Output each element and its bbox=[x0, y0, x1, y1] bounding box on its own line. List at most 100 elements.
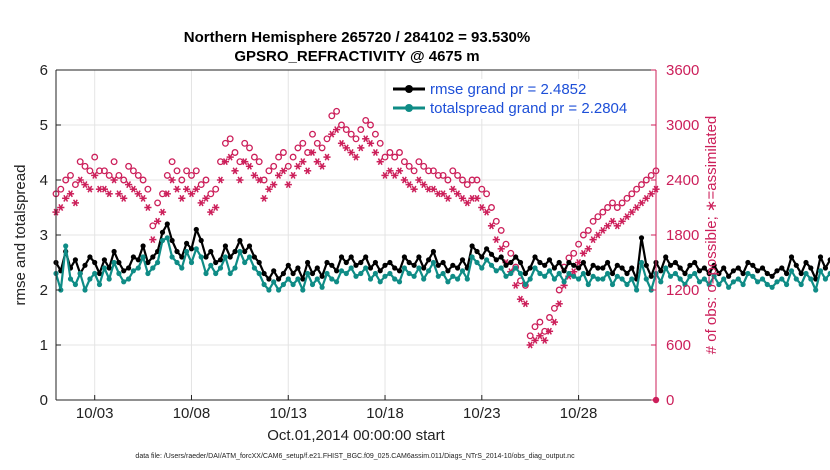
spread-point bbox=[329, 276, 335, 282]
obs-assimilated-point bbox=[623, 213, 631, 221]
rmse-point bbox=[643, 262, 649, 268]
spread-point bbox=[450, 273, 456, 279]
obs-assimilated-point bbox=[512, 281, 520, 289]
spread-point bbox=[479, 265, 485, 271]
obs-possible-point bbox=[633, 185, 641, 193]
obs-possible-point bbox=[584, 226, 592, 234]
spread-point bbox=[421, 276, 427, 282]
obs-assimilated-point bbox=[618, 217, 626, 225]
rmse-point bbox=[184, 240, 190, 246]
rmse-point bbox=[571, 262, 577, 268]
spread-point bbox=[750, 273, 756, 279]
x-axis-label: Oct.01,2014 00:00:00 start bbox=[267, 427, 445, 444]
spread-point bbox=[716, 281, 722, 288]
rmse-point bbox=[164, 221, 170, 227]
obs-assimilated-point bbox=[134, 190, 142, 198]
spread-point bbox=[217, 265, 224, 271]
obs-assimilated-point bbox=[66, 190, 75, 198]
chart-title: Northern Hemisphere 265720 / 284102 = 93… bbox=[184, 29, 530, 46]
obs-possible-point bbox=[400, 158, 408, 166]
rmse-point bbox=[121, 268, 127, 274]
obs-assimilated-point bbox=[255, 176, 263, 184]
spread-point bbox=[126, 276, 132, 282]
obs-assimilated-point bbox=[579, 249, 587, 257]
obs-possible-point bbox=[284, 162, 292, 170]
rmse-point bbox=[488, 251, 495, 257]
obs-possible-point bbox=[105, 171, 113, 179]
rmse-point bbox=[822, 265, 829, 271]
spread-point bbox=[459, 268, 466, 274]
obs-possible-point bbox=[594, 213, 602, 221]
rmse-point bbox=[396, 268, 403, 274]
spread-point bbox=[769, 284, 775, 290]
obs-possible-point bbox=[405, 162, 413, 170]
spread-point bbox=[193, 246, 199, 252]
rmse-point bbox=[382, 262, 388, 268]
spread-point bbox=[96, 281, 103, 288]
rmse-point bbox=[561, 268, 567, 274]
spread-point bbox=[726, 284, 732, 290]
obs-possible-point bbox=[120, 176, 128, 184]
obs-possible-point bbox=[318, 144, 326, 152]
rmse-point bbox=[145, 259, 151, 266]
obs-possible-point bbox=[381, 153, 389, 161]
spread-point bbox=[638, 259, 645, 266]
rmse-point bbox=[237, 237, 243, 244]
rmse-point bbox=[232, 248, 238, 255]
rmse-point bbox=[96, 270, 103, 277]
obs-assimilated-point bbox=[599, 226, 607, 234]
spread-point bbox=[72, 281, 78, 288]
obs-possible-point bbox=[642, 176, 650, 184]
obs-assimilated-point bbox=[245, 162, 254, 170]
obs-possible-point bbox=[623, 194, 631, 202]
obs-assimilated-point bbox=[207, 208, 215, 216]
obs-possible-point bbox=[391, 153, 399, 161]
spread-point bbox=[174, 259, 180, 266]
rmse-point bbox=[532, 254, 538, 260]
spread-point bbox=[164, 235, 170, 241]
obs-possible-point bbox=[202, 176, 210, 184]
rmse-point bbox=[329, 262, 335, 268]
obs-possible-point bbox=[139, 176, 147, 184]
rmse-point bbox=[285, 262, 291, 268]
rmse-point bbox=[372, 259, 378, 266]
spread-point bbox=[106, 276, 112, 282]
spread-point bbox=[411, 273, 417, 279]
spread-point bbox=[305, 270, 311, 277]
obs-assimilated-point bbox=[308, 149, 317, 156]
obs-possible-point bbox=[173, 167, 181, 175]
spread-point bbox=[677, 276, 683, 282]
spread-point bbox=[503, 273, 509, 279]
spread-point bbox=[285, 276, 291, 282]
spread-point bbox=[687, 273, 693, 279]
rmse-point bbox=[759, 265, 766, 271]
obs-possible-point bbox=[628, 190, 636, 198]
rmse-point bbox=[663, 254, 669, 260]
obs-possible-point bbox=[309, 130, 316, 138]
rmse-point bbox=[246, 243, 253, 249]
rmse-point bbox=[290, 270, 296, 277]
rmse-point bbox=[784, 270, 790, 277]
spread-point bbox=[63, 243, 69, 249]
obs-possible-point bbox=[609, 199, 616, 207]
spread-point bbox=[353, 273, 359, 279]
rmse-point bbox=[609, 270, 616, 277]
obs-possible-point bbox=[347, 130, 355, 138]
obs-assimilated-point bbox=[531, 336, 539, 344]
rmse-point bbox=[493, 257, 499, 263]
obs-possible-point bbox=[197, 181, 205, 189]
spread-point bbox=[532, 265, 538, 271]
obs-assimilated-point bbox=[400, 176, 408, 184]
obs-possible-point bbox=[492, 217, 500, 225]
spread-point bbox=[474, 259, 480, 266]
spread-point bbox=[343, 270, 349, 277]
obs-assimilated-point bbox=[250, 171, 258, 179]
spread-point bbox=[87, 276, 93, 282]
obs-assimilated-point bbox=[241, 158, 249, 166]
rmse-point bbox=[667, 262, 674, 268]
obs-possible-point bbox=[125, 162, 133, 170]
gridlines bbox=[56, 70, 656, 400]
rmse-point bbox=[755, 268, 761, 274]
obs-possible-point bbox=[507, 249, 515, 257]
obs-assimilated-point bbox=[323, 153, 331, 161]
